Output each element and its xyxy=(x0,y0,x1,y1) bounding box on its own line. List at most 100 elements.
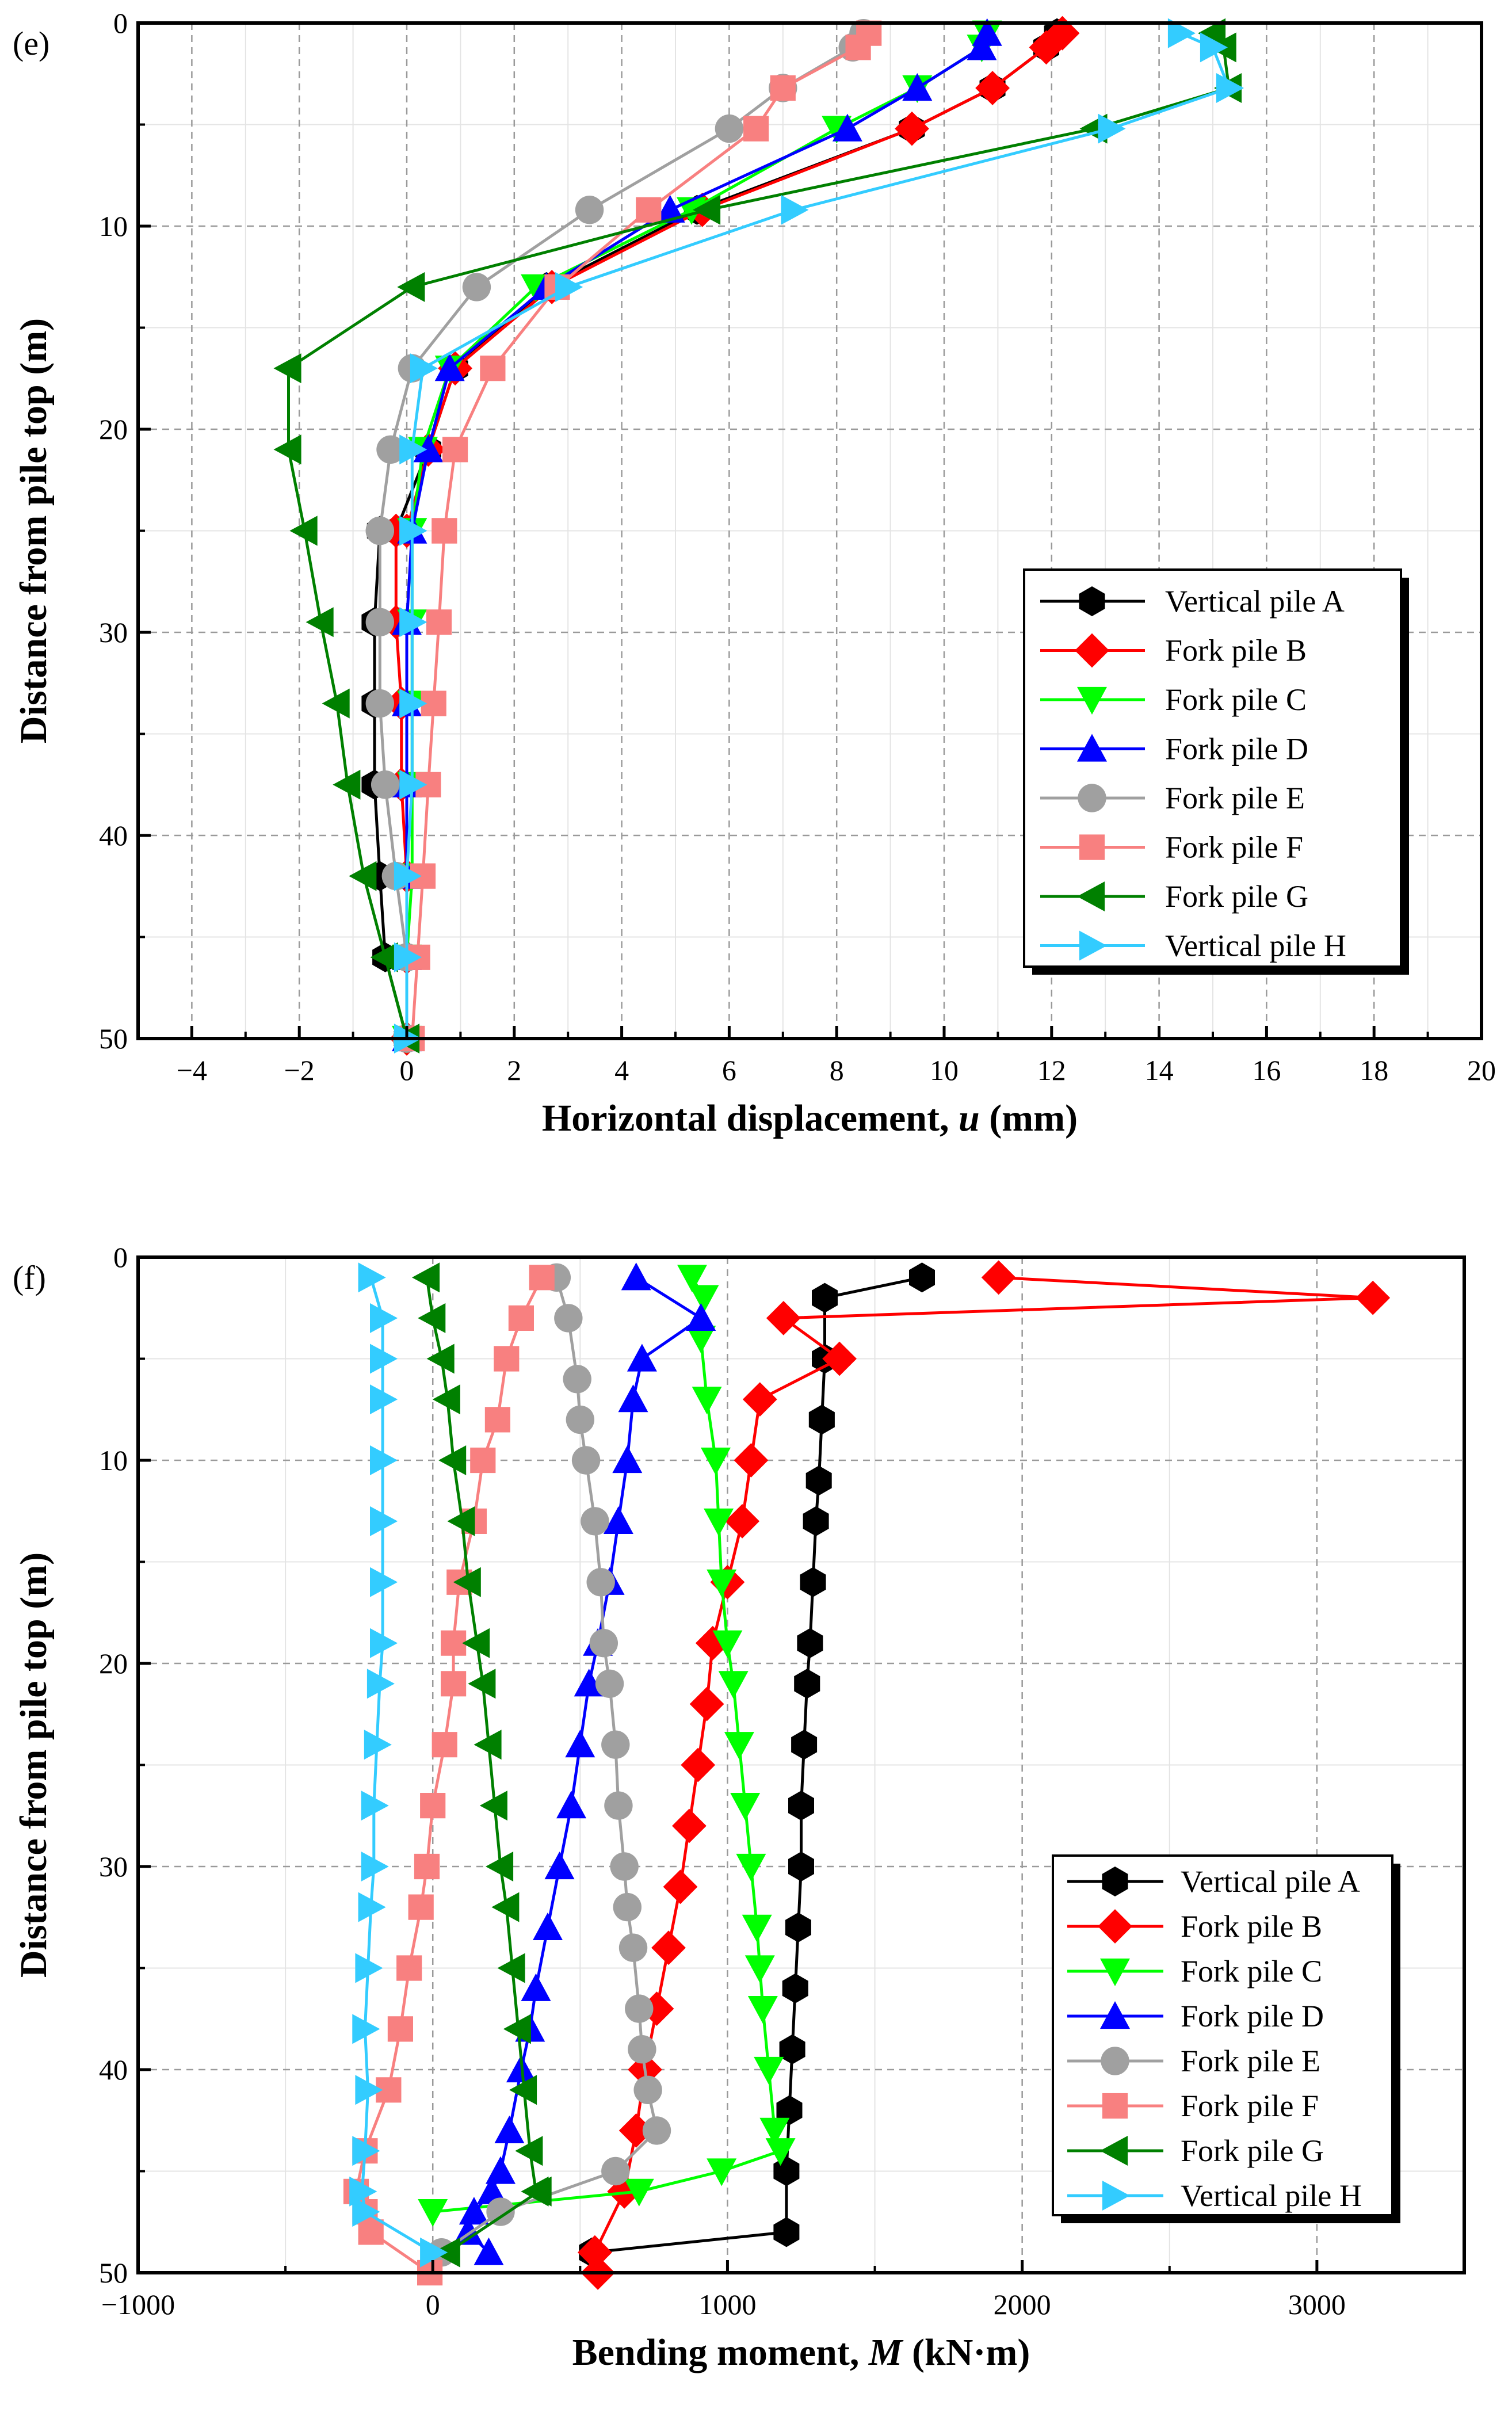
data-point xyxy=(805,1465,832,1496)
data-point xyxy=(521,1973,551,2001)
legend-entry: Fork pile D xyxy=(1040,732,1308,766)
y-tick-label: 0 xyxy=(113,7,128,39)
data-point xyxy=(418,1303,446,1333)
data-point xyxy=(975,71,1010,105)
data-point xyxy=(742,1382,777,1417)
series-line xyxy=(410,32,870,1039)
data-point xyxy=(724,1732,754,1760)
x-tick-label: 2000 xyxy=(994,2288,1051,2320)
data-point xyxy=(365,516,394,545)
series-fork-pile-c xyxy=(392,20,1002,1054)
data-point xyxy=(612,1445,643,1474)
data-point xyxy=(902,73,933,101)
data-point xyxy=(434,353,465,381)
data-point xyxy=(770,75,796,101)
data-point xyxy=(707,1569,737,1597)
data-point xyxy=(773,2156,800,2186)
legend-entry: Fork pile C xyxy=(1040,682,1307,717)
data-point xyxy=(508,1305,534,1331)
data-point xyxy=(544,1852,575,1880)
legend-entry: Vertical pile H xyxy=(1067,2178,1362,2213)
legend-entry: Fork pile B xyxy=(1067,1909,1322,1944)
data-point xyxy=(663,1869,698,1904)
data-point xyxy=(677,1265,707,1293)
legend-marker xyxy=(1077,881,1105,911)
data-point xyxy=(578,2235,612,2270)
legend-marker xyxy=(1079,586,1105,616)
data-point xyxy=(376,2077,402,2103)
legend-entry: Fork pile C xyxy=(1067,1954,1322,1988)
series-vertical-pile-h xyxy=(349,1262,448,2268)
data-point xyxy=(432,518,457,544)
data-point xyxy=(333,769,361,800)
x-axis-label: Bending moment, M (kN·m) xyxy=(572,2331,1030,2373)
data-point xyxy=(524,2176,552,2207)
data-point xyxy=(396,1955,422,1981)
data-point xyxy=(618,1933,648,1962)
data-point xyxy=(1098,113,1126,144)
series-line xyxy=(373,32,1059,1039)
data-point xyxy=(399,434,427,465)
data-point xyxy=(349,2176,377,2207)
data-point xyxy=(486,2156,516,2184)
data-point xyxy=(686,1303,716,1331)
data-point xyxy=(672,1808,707,1844)
data-point xyxy=(468,1669,496,1699)
data-point xyxy=(689,1686,724,1722)
data-point xyxy=(358,1262,386,1293)
data-point xyxy=(494,2115,525,2143)
series-vertical-pile-a xyxy=(579,1262,935,2268)
data-point xyxy=(832,113,862,142)
data-point xyxy=(571,1446,601,1475)
data-point xyxy=(627,1344,657,1372)
data-point xyxy=(370,1344,398,1374)
data-point xyxy=(555,272,583,302)
data-point xyxy=(1216,73,1244,103)
y-tick-label: 30 xyxy=(99,1850,128,1883)
x-tick-label: 20 xyxy=(1467,1054,1496,1086)
x-tick-label: −1000 xyxy=(101,2288,175,2320)
x-tick-label: 8 xyxy=(830,1054,844,1086)
legend-entry: Vertical pile A xyxy=(1040,584,1345,619)
data-point xyxy=(845,35,871,60)
legend-label: Fork pile E xyxy=(1165,781,1305,815)
legend-label: Vertical pile H xyxy=(1165,929,1346,963)
data-point xyxy=(289,516,318,546)
data-point xyxy=(420,1793,446,1819)
panel-label: (e) xyxy=(13,25,49,62)
x-tick-label: 16 xyxy=(1252,1054,1281,1086)
data-point xyxy=(462,1628,490,1658)
y-tick-label: 40 xyxy=(99,2054,128,2086)
data-point xyxy=(365,689,394,718)
data-point xyxy=(442,437,468,463)
data-point xyxy=(412,1262,440,1293)
data-point xyxy=(759,2117,790,2146)
data-point xyxy=(781,194,809,225)
data-point xyxy=(273,434,301,465)
data-point xyxy=(744,1955,775,1983)
data-point xyxy=(1029,30,1064,65)
data-point xyxy=(681,1747,716,1783)
data-point xyxy=(358,2219,384,2245)
data-point xyxy=(491,1892,520,1922)
data-point xyxy=(364,1730,392,1760)
data-point xyxy=(743,116,769,142)
panel-label: (f) xyxy=(13,1259,46,1296)
y-axis-label: Distance from pile top (m) xyxy=(13,1552,55,1978)
data-point xyxy=(352,2197,380,2227)
data-point xyxy=(420,2237,448,2268)
data-point xyxy=(470,1447,496,1474)
y-tick-label: 20 xyxy=(99,1647,128,1680)
legend-marker xyxy=(1098,1909,1132,1944)
data-point xyxy=(642,2116,671,2145)
legend-label: Fork pile C xyxy=(1181,1954,1322,1988)
legend-marker xyxy=(1077,686,1107,715)
data-point xyxy=(604,1791,633,1820)
x-tick-label: −4 xyxy=(177,1054,207,1086)
legend-label: Fork pile D xyxy=(1165,732,1308,766)
axis-ticks: −4 −2 0 2 4 6 8 10 12 14 16 18 20 0 10 20 30 40 50 xyxy=(99,7,1496,1086)
series-vertical-pile-h xyxy=(394,18,1244,1054)
data-point xyxy=(636,197,662,223)
series-fork-pile-f xyxy=(343,1265,555,2286)
